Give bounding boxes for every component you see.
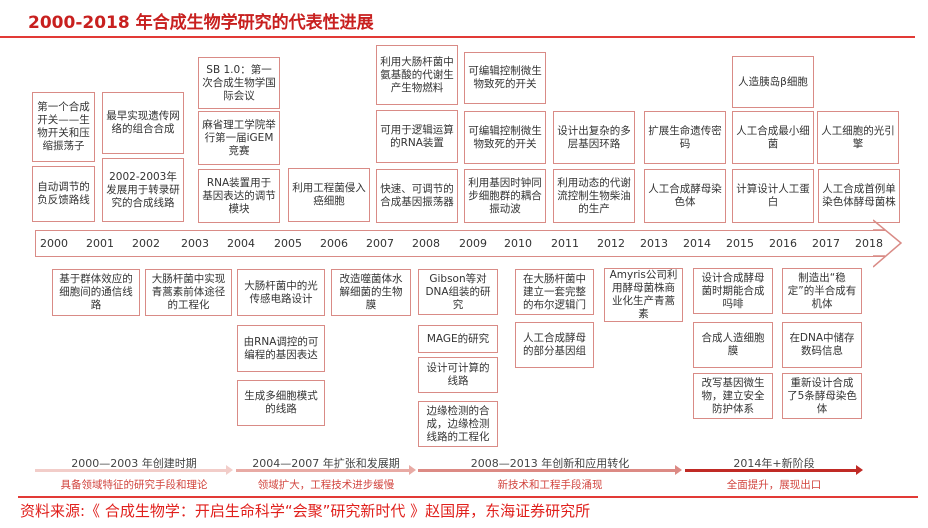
event-box-top: 2002-2003年发展用于转录研究的合成线路 [102, 158, 184, 222]
period-subtitle: 新技术和工程手段涌现 [497, 479, 603, 491]
event-box-top: 人工合成酵母染色体 [644, 169, 726, 223]
event-box-bottom: 由RNA调控的可编程的基因表达 [237, 325, 325, 372]
year-label: 2014 [683, 237, 711, 250]
event-box-top: 第一个合成开关——生物开关和压缩振荡子 [32, 92, 95, 162]
period-label: 2008—2013 年创新和应用转化 [470, 457, 630, 470]
year-label: 2012 [597, 237, 625, 250]
event-box-bottom: 制造出“稳定”的半合成有机体 [782, 268, 862, 314]
period-arrow [685, 465, 863, 475]
period-label: 2004—2007 年扩张和发展期 [252, 457, 400, 470]
year-label: 2017 [812, 237, 840, 250]
event-box-bottom: 在大肠杆菌中建立一套完整的布尔逻辑门 [515, 269, 594, 315]
event-box-bottom: 改造噬菌体水解细菌的生物膜 [331, 269, 411, 316]
period-arrow [418, 465, 682, 475]
event-box-bottom: 设计可计算的线路 [418, 357, 498, 393]
year-label: 2002 [132, 237, 160, 250]
period-arrow [236, 465, 416, 475]
event-box-bottom: 人工合成酵母的部分基因组 [515, 322, 594, 368]
event-box-bottom: 基于群体效应的细胞间的通信线路 [52, 269, 140, 316]
event-box-bottom: 大肠杆菌中的光传感电路设计 [237, 269, 325, 316]
year-label: 2016 [769, 237, 797, 250]
event-box-top: 利用动态的代谢流控制生物柴油的生产 [553, 169, 635, 223]
event-box-top: 利用大肠杆菌中氨基酸的代谢生产生物燃料 [376, 45, 458, 105]
period-subtitle: 具备领域特征的研究手段和理论 [60, 479, 208, 491]
period-arrow [35, 465, 233, 475]
title-divider [0, 36, 915, 38]
year-label: 2006 [320, 237, 348, 250]
page-title: 2000-2018 年合成生物学研究的代表性进展 [28, 13, 374, 33]
event-box-bottom: 合成人造细胞膜 [693, 322, 773, 368]
event-box-top: SB 1.0：第一次合成生物学国际会议 [198, 57, 280, 109]
year-label: 2018 [855, 237, 883, 250]
period-subtitle: 全面提升，展现出口 [726, 479, 822, 491]
period-label: 2014年+新阶段 [733, 457, 815, 470]
event-box-top: RNA装置用于基因表达的调节模块 [198, 169, 280, 223]
footer-divider [18, 496, 918, 498]
event-box-bottom: 生成多细胞模式的线路 [237, 380, 325, 426]
event-box-top: 可用于逻辑运算的RNA装置 [376, 110, 458, 163]
event-box-top: 利用基因时钟同步细胞群的耦合振动波 [464, 169, 546, 223]
year-label: 2003 [181, 237, 209, 250]
source-note: 资料来源:《 合成生物学：开启生命科学“会聚”研究新时代 》赵国屏，东海证券研究… [20, 502, 591, 520]
event-box-bottom: 大肠杆菌中实现青蒿素前体途径的工程化 [145, 269, 232, 316]
event-box-top: 自动调节的负反馈路线 [32, 166, 95, 222]
event-box-top: 麻省理工学院举行第一届iGEM竞赛 [198, 111, 280, 165]
event-box-top: 计算设计人工蛋白 [732, 169, 814, 223]
event-box-top: 设计出复杂的多层基因环路 [553, 111, 635, 164]
year-label: 2013 [640, 237, 668, 250]
year-label: 2011 [551, 237, 579, 250]
event-box-top: 人工合成首例单染色体酵母菌株 [818, 169, 900, 223]
year-label: 2008 [412, 237, 440, 250]
year-label: 2000 [40, 237, 68, 250]
period-label: 2000—2003 年创建时期 [71, 457, 197, 470]
timeline-arrowhead-icon [873, 219, 903, 268]
event-box-top: 扩展生命遗传密码 [644, 111, 726, 164]
event-box-bottom: MAGE的研究 [418, 325, 498, 353]
event-box-bottom: 改写基因微生物，建立安全防护体系 [693, 373, 773, 419]
event-box-bottom: 在DNA中储存数码信息 [782, 322, 862, 368]
event-box-top: 可编辑控制微生物致死的开关 [464, 111, 546, 164]
event-box-bottom: 设计合成酵母菌时期能合成吗啡 [693, 268, 773, 314]
event-box-bottom: Gibson等对DNA组装的研究 [418, 269, 498, 315]
year-label: 2004 [227, 237, 255, 250]
event-box-top: 快速、可调节的合成基因振荡器 [376, 169, 458, 223]
year-label: 2001 [86, 237, 114, 250]
event-box-bottom: 重新设计合成了5条酵母染色体 [782, 373, 862, 419]
event-box-top: 人工细胞的光引擎 [817, 111, 899, 164]
event-box-bottom: 边缘检测的合成，边缘检测线路的工程化 [418, 401, 498, 447]
event-box-top: 可编辑控制微生物致死的开关 [464, 52, 546, 104]
event-box-top: 最早实现遗传网络的组合合成 [102, 92, 184, 154]
period-subtitle: 领域扩大，工程技术进步缓慢 [257, 479, 395, 491]
year-label: 2015 [726, 237, 754, 250]
event-box-bottom: Amyris公司利用酵母菌株商业化生产青蒿素 [604, 268, 683, 322]
event-box-top: 人工合成最小细菌 [732, 111, 814, 164]
timeline-arrow [35, 230, 885, 257]
year-label: 2009 [459, 237, 487, 250]
year-label: 2005 [274, 237, 302, 250]
year-label: 2007 [366, 237, 394, 250]
event-box-top: 利用工程菌侵入癌细胞 [288, 168, 370, 222]
event-box-top: 人造胰岛β细胞 [732, 56, 814, 108]
year-label: 2010 [504, 237, 532, 250]
